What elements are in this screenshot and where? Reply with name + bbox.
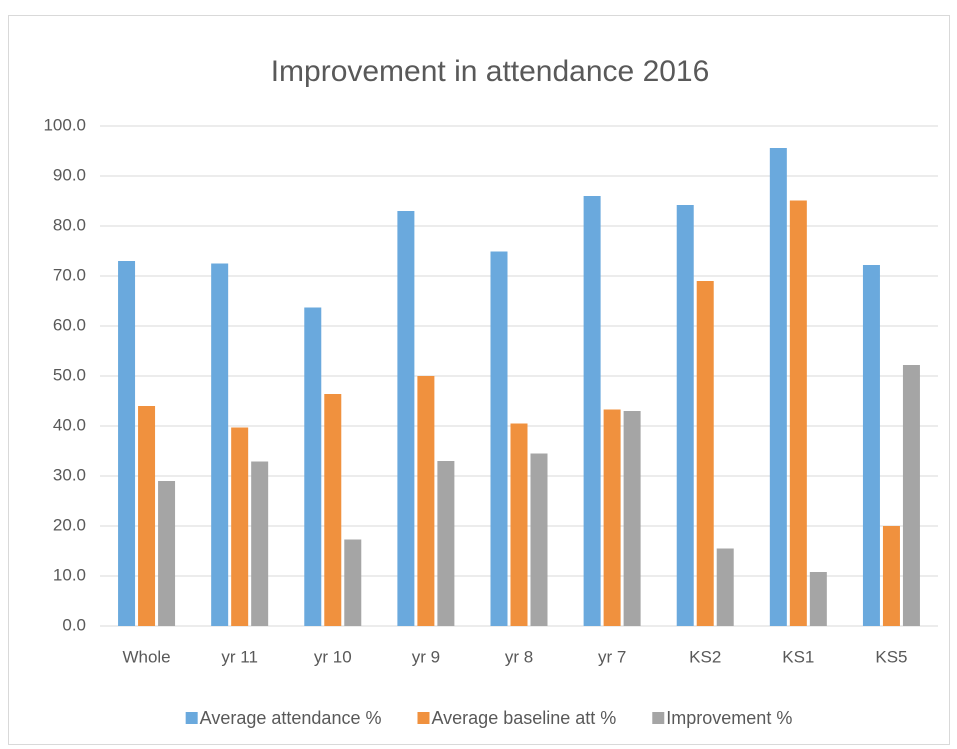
bar <box>251 461 269 626</box>
y-tick-label: 0.0 <box>62 615 86 634</box>
y-tick-label: 20.0 <box>53 515 86 534</box>
x-tick-label: KS5 <box>875 647 907 666</box>
bar <box>118 261 136 626</box>
bar <box>437 461 455 626</box>
bar <box>417 376 435 626</box>
legend-label: Average attendance % <box>200 708 382 728</box>
chart-border <box>8 15 950 745</box>
x-tick-label: Whole <box>122 647 170 666</box>
bar <box>304 307 322 626</box>
bar <box>902 365 920 626</box>
bar <box>862 265 880 626</box>
y-tick-label: 70.0 <box>53 265 86 284</box>
bar <box>603 409 621 626</box>
x-tick-label: yr 11 <box>221 647 258 666</box>
bar <box>324 394 342 626</box>
bar <box>716 548 734 626</box>
y-tick-label: 40.0 <box>53 415 86 434</box>
bar <box>510 423 528 626</box>
bar <box>583 196 601 626</box>
chart-title: Improvement in attendance 2016 <box>271 55 710 88</box>
x-tick-label: yr 10 <box>314 647 352 666</box>
x-tick-label: KS1 <box>782 647 814 666</box>
bar <box>158 481 176 626</box>
legend-swatch <box>185 712 198 724</box>
x-tick-label: yr 7 <box>598 647 626 666</box>
bar <box>530 453 548 626</box>
x-tick-label: KS2 <box>689 647 721 666</box>
y-tick-label: 90.0 <box>53 165 86 184</box>
bar <box>696 281 714 626</box>
bar <box>397 211 415 626</box>
bar <box>231 427 249 626</box>
y-tick-label: 60.0 <box>53 315 86 334</box>
x-tick-label: yr 8 <box>505 647 533 666</box>
bar <box>809 572 827 626</box>
y-tick-label: 50.0 <box>53 365 86 384</box>
bar <box>676 205 694 626</box>
bar <box>623 411 641 626</box>
bar <box>490 251 508 626</box>
bar <box>211 263 229 626</box>
y-tick-label: 10.0 <box>53 565 86 584</box>
bar <box>882 526 900 626</box>
y-tick-label: 30.0 <box>53 465 86 484</box>
y-tick-label: 100.0 <box>43 115 86 134</box>
bar <box>344 539 362 626</box>
y-tick-label: 80.0 <box>53 215 86 234</box>
bar <box>138 406 156 626</box>
legend-label: Average baseline att % <box>431 708 616 728</box>
bar <box>789 200 807 626</box>
legend: Average attendance % Average baseline att… <box>185 708 792 728</box>
bar <box>769 148 787 626</box>
legend-swatch <box>652 712 665 724</box>
legend-swatch <box>417 712 430 724</box>
legend-label: Improvement % <box>666 708 792 728</box>
x-tick-label: yr 9 <box>412 647 440 666</box>
